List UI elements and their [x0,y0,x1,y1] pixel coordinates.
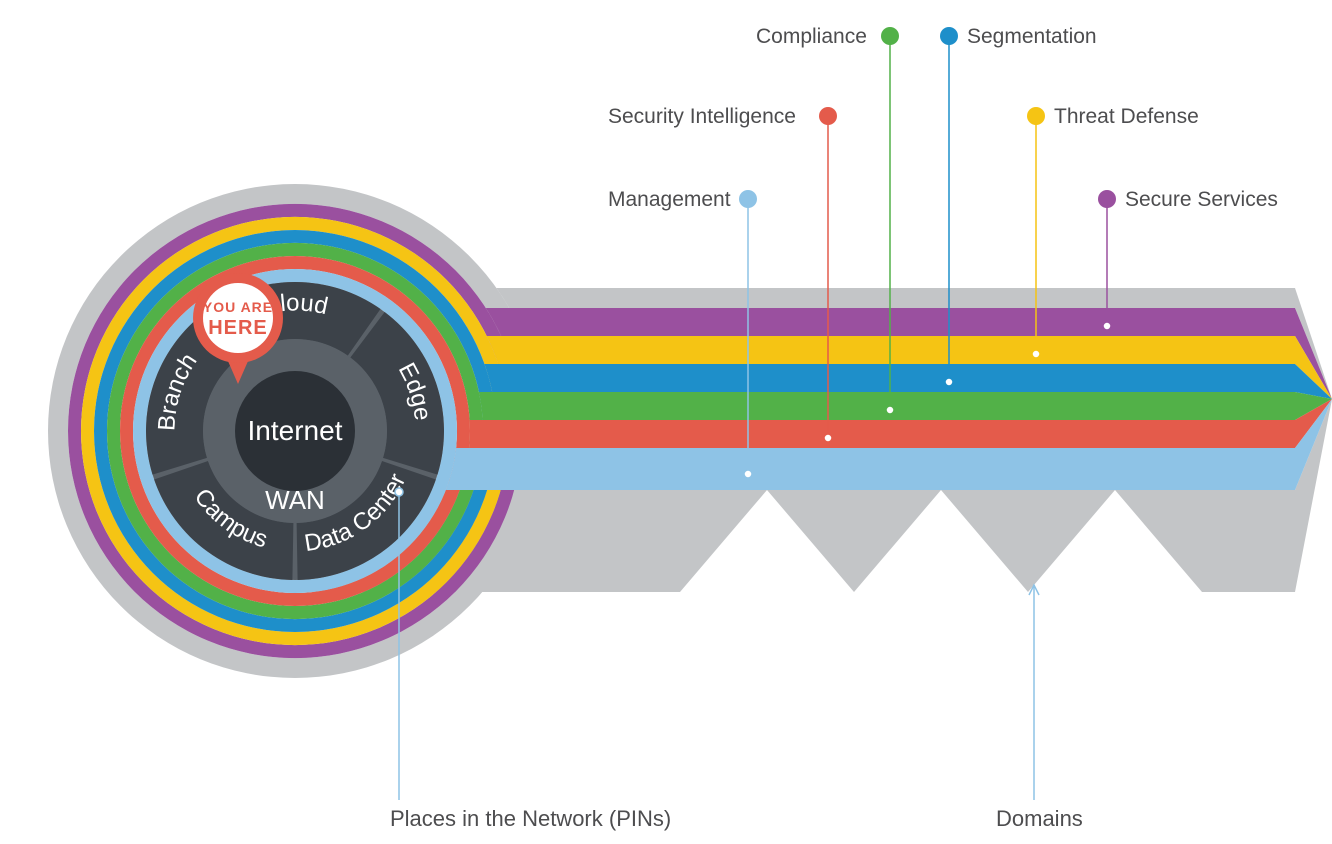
legend-label-green: Compliance [756,25,867,48]
core-label: Internet [248,415,343,446]
legend-dot-purple [1098,190,1116,208]
legend-label-lightblue: Management [608,188,731,211]
legend-dot-green [881,27,899,45]
leader-end-blue [945,378,953,386]
legend-dot-yellow [1027,107,1045,125]
leader-end-lightblue [744,470,752,478]
shaft-green [479,392,1332,420]
pins-label: Places in the Network (PINs) [390,806,671,831]
leader-end-yellow [1032,350,1040,358]
legend-label-blue: Segmentation [967,25,1097,48]
badge-line1: YOU ARE [203,299,273,315]
legend-dot-blue [940,27,958,45]
leader-end-purple [1103,322,1111,330]
legend-dot-lightblue [739,190,757,208]
legend-label-red: Security Intelligence [608,105,796,128]
legend-label-purple: Secure Services [1125,188,1278,211]
domains-label: Domains [996,806,1083,831]
leader-end-green [886,406,894,414]
legend-label-yellow: Threat Defense [1054,105,1199,128]
legend-dot-red [819,107,837,125]
badge-line2: HERE [208,317,268,339]
leader-end-red [824,434,832,442]
pins-leader-dot [395,488,403,496]
